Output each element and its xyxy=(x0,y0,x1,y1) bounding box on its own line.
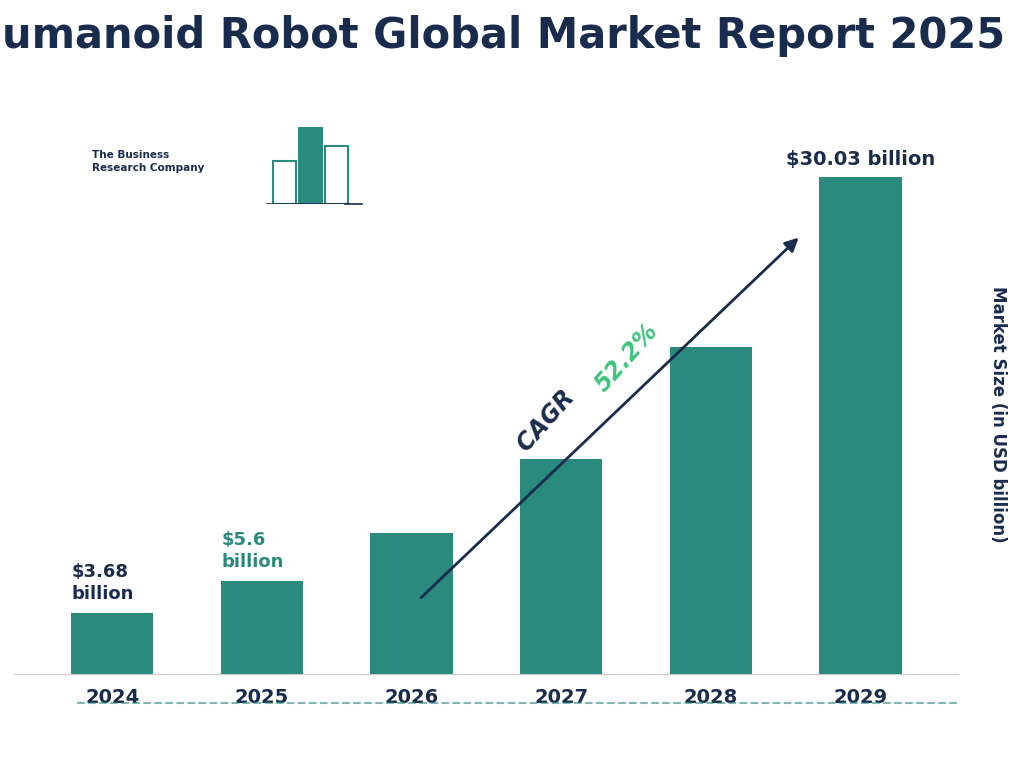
Bar xyxy=(299,127,322,204)
Bar xyxy=(221,581,303,674)
Bar xyxy=(273,161,296,204)
Bar xyxy=(819,177,902,674)
Text: Market Size (in USD billion): Market Size (in USD billion) xyxy=(989,286,1008,543)
Text: The Business
Research Company: The Business Research Company xyxy=(92,150,205,174)
Bar xyxy=(371,533,453,674)
Bar xyxy=(670,346,752,674)
Bar xyxy=(326,146,348,204)
Text: $3.68
billion: $3.68 billion xyxy=(72,563,134,603)
Text: 52.2%: 52.2% xyxy=(591,319,663,396)
Bar xyxy=(299,127,322,204)
Bar xyxy=(520,459,602,674)
Text: CAGR: CAGR xyxy=(512,380,585,457)
Bar xyxy=(71,613,154,674)
Text: $5.6
billion: $5.6 billion xyxy=(221,531,284,571)
Text: $30.03 billion: $30.03 billion xyxy=(785,150,935,169)
Title: Humanoid Robot Global Market Report 2025: Humanoid Robot Global Market Report 2025 xyxy=(0,15,1006,57)
